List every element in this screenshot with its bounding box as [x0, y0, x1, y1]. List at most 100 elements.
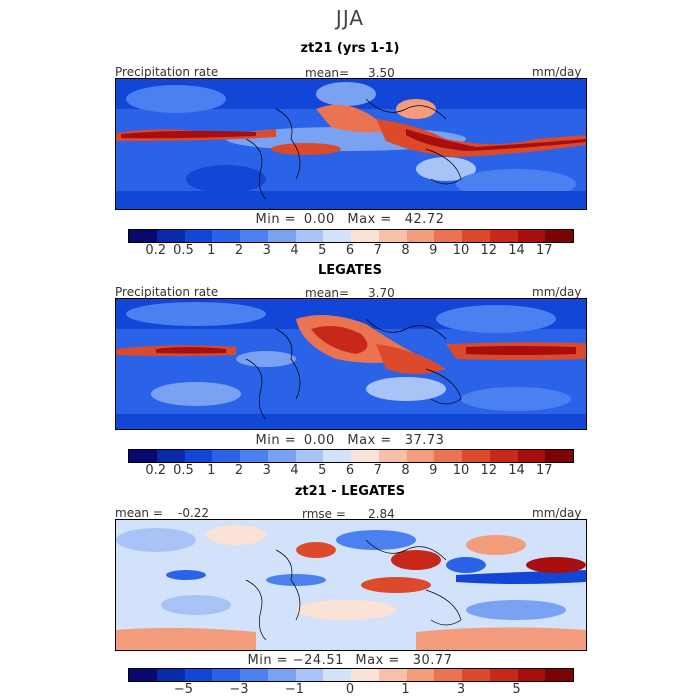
- colorbar-tick-label: 14: [508, 243, 525, 258]
- colorbar-tick-label: 17: [535, 463, 553, 478]
- colorbar-swatch: [156, 230, 185, 242]
- panel-3-max-label: Max =: [355, 653, 400, 668]
- panel-1-min-value: 0.00: [303, 212, 335, 227]
- colorbar-tick-label: 0.2: [145, 243, 167, 258]
- panel-2-map-field: [116, 299, 586, 429]
- colorbar-tick-label: 2: [234, 243, 244, 258]
- panel-1-units: mm/day: [532, 65, 582, 79]
- colorbar-tick-label: 2: [234, 463, 244, 478]
- colorbar-swatch: [517, 450, 546, 462]
- colorbar-swatch: [156, 669, 185, 681]
- colorbar-swatch: [129, 230, 157, 242]
- panel-3-map-field: [116, 520, 586, 650]
- panel-3-units: mm/day: [532, 506, 582, 520]
- panel-1-max-value: 42.72: [404, 212, 445, 227]
- panel-2-colorbar-ticks: 0.2 0.5 1 2 3 4 5 6 7 8 9 10 12 14 17: [128, 463, 572, 479]
- colorbar-swatch: [212, 669, 240, 681]
- panel-3-rmse-value: 2.84: [368, 507, 395, 521]
- season-title: JJA: [335, 6, 365, 30]
- colorbar-swatch: [545, 450, 573, 462]
- panel-3-colorbar: [128, 668, 574, 682]
- panel-1-minmax: Min = 0.00 Max = 42.72: [0, 212, 700, 227]
- panel-2-max-label: Max =: [347, 433, 392, 448]
- colorbar-swatch: [184, 669, 213, 681]
- panel-3-mean-value: -0.22: [178, 506, 210, 520]
- colorbar-tick-label: 4: [290, 243, 299, 258]
- colorbar-tick-label: 6: [345, 463, 355, 478]
- colorbar-tick-label: 3: [262, 243, 271, 258]
- panel-1-mean-value: 3.50: [368, 66, 395, 80]
- panel-2-min-label: Min =: [255, 433, 297, 448]
- panel-1-max-label: Max =: [347, 212, 392, 227]
- colorbar-swatch: [406, 450, 435, 462]
- panel-3-rmse-label: rmse =: [302, 507, 346, 521]
- colorbar-swatch: [489, 230, 518, 242]
- colorbar-swatch: [323, 669, 351, 681]
- colorbar-swatch: [212, 450, 240, 462]
- panel-2-title: LEGATES: [318, 263, 382, 278]
- colorbar-swatch: [434, 450, 462, 462]
- colorbar-swatch: [267, 230, 296, 242]
- colorbar-swatch: [378, 230, 407, 242]
- panel-1-map-field: [116, 79, 586, 209]
- colorbar-swatch: [212, 230, 240, 242]
- colorbar-tick-label: 14: [508, 463, 525, 478]
- colorbar-tick-label: 3: [262, 463, 271, 478]
- colorbar-swatch: [129, 669, 157, 681]
- colorbar-tick-label: 0.5: [173, 463, 194, 478]
- colorbar-swatch: [434, 230, 462, 242]
- colorbar-swatch: [323, 450, 351, 462]
- colorbar-swatch: [462, 669, 490, 681]
- colorbar-tick-label: 3: [456, 682, 466, 697]
- panel-3-title: zt21 - LEGATES: [294, 484, 406, 499]
- colorbar-tick-label: 12: [480, 243, 498, 258]
- colorbar-swatch: [184, 450, 213, 462]
- panel-2-max-value: 37.73: [404, 433, 445, 448]
- colorbar-swatch: [406, 669, 435, 681]
- panel-3-min-value: −24.51: [292, 653, 344, 668]
- panel-2-minmax: Min = 0.00 Max = 37.73: [0, 433, 700, 448]
- colorbar-swatch: [184, 230, 213, 242]
- panel-2-colorbar: [128, 449, 574, 463]
- colorbar-swatch: [295, 669, 324, 681]
- panel-3-colorbar-ticks: −5 −3 −1 0 1 3 5: [128, 682, 572, 698]
- panel-3-max-value: 30.77: [412, 653, 453, 668]
- colorbar-swatch: [462, 230, 490, 242]
- panel-2-mean-label: mean=: [305, 286, 350, 300]
- colorbar-swatch: [378, 450, 407, 462]
- panel-2-units: mm/day: [532, 285, 582, 299]
- colorbar-tick-label: 8: [401, 463, 410, 478]
- panel-1-mean-label: mean=: [305, 66, 350, 80]
- colorbar-swatch: [462, 450, 490, 462]
- colorbar-swatch: [351, 230, 379, 242]
- colorbar-tick-label: 0.2: [145, 463, 167, 478]
- panel-1-variable-label: Precipitation rate: [115, 65, 219, 79]
- colorbar-swatch: [240, 669, 268, 681]
- panel-2-mean-value: 3.70: [368, 286, 395, 300]
- panel-1-map: [115, 78, 587, 210]
- colorbar-tick-label: 10: [452, 463, 470, 478]
- colorbar-tick-label: 0.5: [173, 243, 194, 258]
- colorbar-swatch: [351, 669, 379, 681]
- colorbar-swatch: [489, 669, 518, 681]
- colorbar-tick-label: 7: [373, 243, 382, 258]
- colorbar-tick-label: 0: [345, 682, 355, 697]
- colorbar-swatch: [267, 450, 296, 462]
- colorbar-swatch: [267, 669, 296, 681]
- colorbar-tick-label: 5: [512, 682, 521, 697]
- colorbar-tick-label: −1: [284, 682, 305, 697]
- panel-3-min-label: Min =: [247, 653, 289, 668]
- colorbar-swatch: [295, 230, 324, 242]
- colorbar-swatch: [517, 669, 546, 681]
- colorbar-tick-label: 10: [452, 243, 470, 258]
- colorbar-tick-label: −3: [229, 682, 249, 697]
- colorbar-tick-label: 12: [480, 463, 498, 478]
- colorbar-swatch: [240, 450, 268, 462]
- panel-3-map: [115, 519, 587, 651]
- colorbar-swatch: [517, 230, 546, 242]
- colorbar-swatch: [240, 230, 268, 242]
- colorbar-swatch: [323, 230, 351, 242]
- colorbar-swatch: [545, 669, 573, 681]
- colorbar-tick-label: −5: [173, 682, 194, 697]
- colorbar-swatch: [406, 230, 435, 242]
